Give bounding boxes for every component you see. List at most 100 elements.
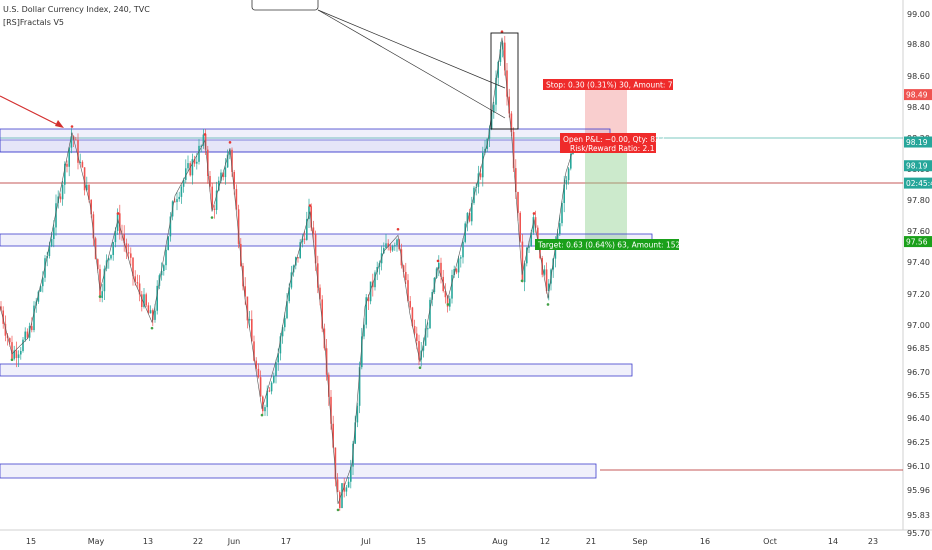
candle-body [358,367,361,406]
candle-body [440,262,442,277]
candle-body [468,212,471,222]
candle-body [125,243,128,253]
candle-body [169,216,172,237]
fractal-low-marker [98,295,102,298]
candle-body [11,342,13,359]
candle-body [532,217,535,233]
candle-body [149,310,152,314]
candle-body [101,291,103,298]
price-tag [904,236,932,248]
candle-body [20,350,22,355]
candle-body [48,245,51,257]
candle-body [81,161,84,168]
candle-body [130,253,132,258]
candle-body [497,61,499,78]
candle-body [488,128,491,139]
x-tick-label: Sep [632,537,647,546]
candle-body [119,213,121,234]
candle-body [462,241,464,258]
candle-body [191,159,194,176]
candle-body [385,243,387,249]
candle-body [9,338,11,343]
candle-body [270,382,273,392]
candle-body [279,336,282,354]
candle-body [567,168,570,181]
candle-body [407,280,409,302]
y-tick-label: 99.00 [907,10,930,19]
x-tick-label: Aug [492,537,508,546]
candle-body [451,275,453,299]
candle-body [39,286,42,292]
candle-body [559,223,561,234]
candle-body [301,238,304,243]
candle-body [506,70,508,97]
candle-body [218,180,220,191]
candle-body [310,206,312,228]
candle-body [138,283,141,295]
fractal-low-marker [336,508,340,512]
candle-body [528,246,530,248]
candle-body [288,287,290,302]
candle-body [0,306,2,311]
candle-body [281,327,284,337]
candle-body [409,301,411,308]
candle-body [187,163,189,169]
candle-body [484,148,486,153]
candle-body [504,42,506,71]
candle-body [213,208,216,210]
candle-body [26,331,29,338]
candle-body [495,77,497,105]
candle-body [383,248,385,254]
candle-body [328,374,330,397]
y-tick-label: 97.60 [907,227,930,236]
candle-body [222,172,224,178]
x-tick-label: Jul [360,537,371,546]
candle-body [308,206,310,220]
candle-body [537,227,539,246]
arrow-line [0,95,61,127]
fractal-zigzag [0,37,576,505]
candle-body [13,350,15,359]
fractal-high-marker [436,259,440,263]
candle-body [200,145,202,147]
candle-body [246,296,249,321]
candle-body [363,324,365,337]
fractal-high-marker [228,141,232,144]
candle-body [185,168,187,180]
price-tag-label: 98.49 [906,91,928,100]
candle-body [215,190,218,210]
pnl-label-bg [560,133,656,153]
candle-body [552,258,554,270]
candle-body [83,167,86,191]
candle-body [297,257,299,259]
candle-body [165,249,167,266]
x-tick-label: May [88,537,105,546]
candle-body [312,227,315,235]
candle-body [262,396,264,412]
price-tag-label: 98.19 [906,162,928,171]
fractal-high-marker [500,30,504,34]
candle-body [37,291,40,302]
target-label: Target: 0.63 (0.64%) 63, Amount: 1524.79 [537,241,697,250]
candle-body [4,323,7,336]
candle-body [526,247,528,264]
candle-body [268,390,271,392]
candle-body [108,258,110,261]
candle-body [68,147,70,167]
candle-body [464,223,466,242]
highlight-box [490,32,519,130]
candle-body [235,189,238,210]
candle-body [174,201,176,203]
y-tick-label: 97.80 [907,196,930,205]
price-tag-label: 02:45:45 [906,179,932,188]
candle-body [75,139,77,141]
candle-body [391,246,394,251]
candle-body [548,283,550,292]
candle-body [284,318,286,328]
candle-body [515,168,517,193]
fractal-low-marker [520,279,524,283]
candle-body [521,241,524,283]
y-tick-label: 96.40 [907,414,930,423]
candle-body [332,423,334,448]
